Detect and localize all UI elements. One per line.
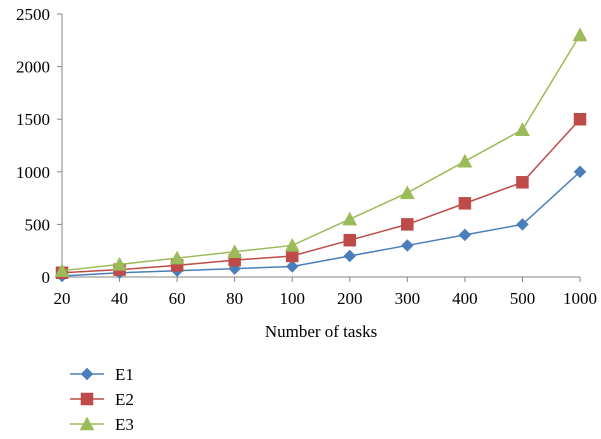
data-point-e2 — [573, 112, 587, 126]
y-tick-label: 1500 — [16, 110, 50, 129]
y-tick-label: 2000 — [16, 58, 50, 77]
data-point-e3 — [227, 244, 243, 259]
legend-item-e3: E3 — [70, 415, 134, 434]
x-tick-label: 20 — [54, 289, 71, 308]
data-point-e1 — [573, 165, 587, 179]
data-point-e3 — [342, 211, 358, 226]
data-point-e3 — [284, 237, 300, 252]
data-point-e3 — [515, 122, 530, 136]
data-point-e3 — [457, 153, 473, 168]
data-point-e2 — [458, 197, 472, 210]
y-tick-label: 0 — [42, 268, 51, 287]
legend-marker-e1 — [80, 367, 94, 381]
data-point-e3 — [169, 250, 185, 265]
series-line-e3 — [61, 34, 581, 272]
legend-label: E3 — [115, 415, 134, 434]
series-e3 — [54, 27, 588, 277]
series-layer — [54, 27, 588, 283]
data-point-e3 — [399, 185, 415, 200]
x-tick-label: 500 — [510, 289, 536, 308]
y-tick-label: 1000 — [16, 163, 50, 182]
data-point-e3 — [54, 263, 70, 277]
legend: E1 E2 E3 — [70, 365, 134, 434]
x-tick-label: 60 — [169, 289, 186, 308]
x-tick-label: 100 — [279, 289, 305, 308]
legend-marker-e3 — [79, 416, 95, 431]
series-line-e1 — [61, 171, 581, 277]
x-axis-title: Number of tasks — [265, 322, 377, 341]
legend-item-e2: E2 — [70, 390, 134, 409]
x-tick-label: 400 — [452, 289, 478, 308]
data-point-e1 — [458, 228, 472, 242]
legend-label: E1 — [115, 365, 134, 384]
data-point-e1 — [516, 218, 529, 231]
series-e1 — [55, 165, 587, 283]
data-point-e2 — [401, 218, 414, 231]
data-point-e2 — [343, 233, 357, 247]
data-point-e3 — [112, 256, 127, 271]
y-axis-ticks: 0 500 1000 1500 2000 2500 — [16, 5, 62, 287]
x-tick-label: 40 — [111, 289, 128, 308]
x-tick-label: 1000 — [563, 289, 597, 308]
x-axis-ticks: 20 40 60 80 100 200 300 400 500 1000 — [54, 277, 597, 308]
series-line-e2 — [61, 118, 581, 274]
data-point-e2 — [285, 249, 299, 263]
x-tick-label: 80 — [226, 289, 243, 308]
data-point-e3 — [572, 27, 588, 42]
legend-label: E2 — [115, 390, 134, 409]
data-point-e1 — [285, 260, 299, 273]
legend-item-e1: E1 — [70, 365, 134, 384]
legend-marker-e2 — [80, 392, 94, 406]
data-point-e1 — [343, 249, 357, 263]
data-point-e2 — [516, 176, 529, 189]
y-tick-label: 2500 — [16, 5, 50, 24]
y-tick-label: 500 — [25, 215, 51, 234]
data-point-e1 — [400, 239, 414, 252]
x-tick-label: 200 — [337, 289, 363, 308]
x-tick-label: 300 — [395, 289, 421, 308]
